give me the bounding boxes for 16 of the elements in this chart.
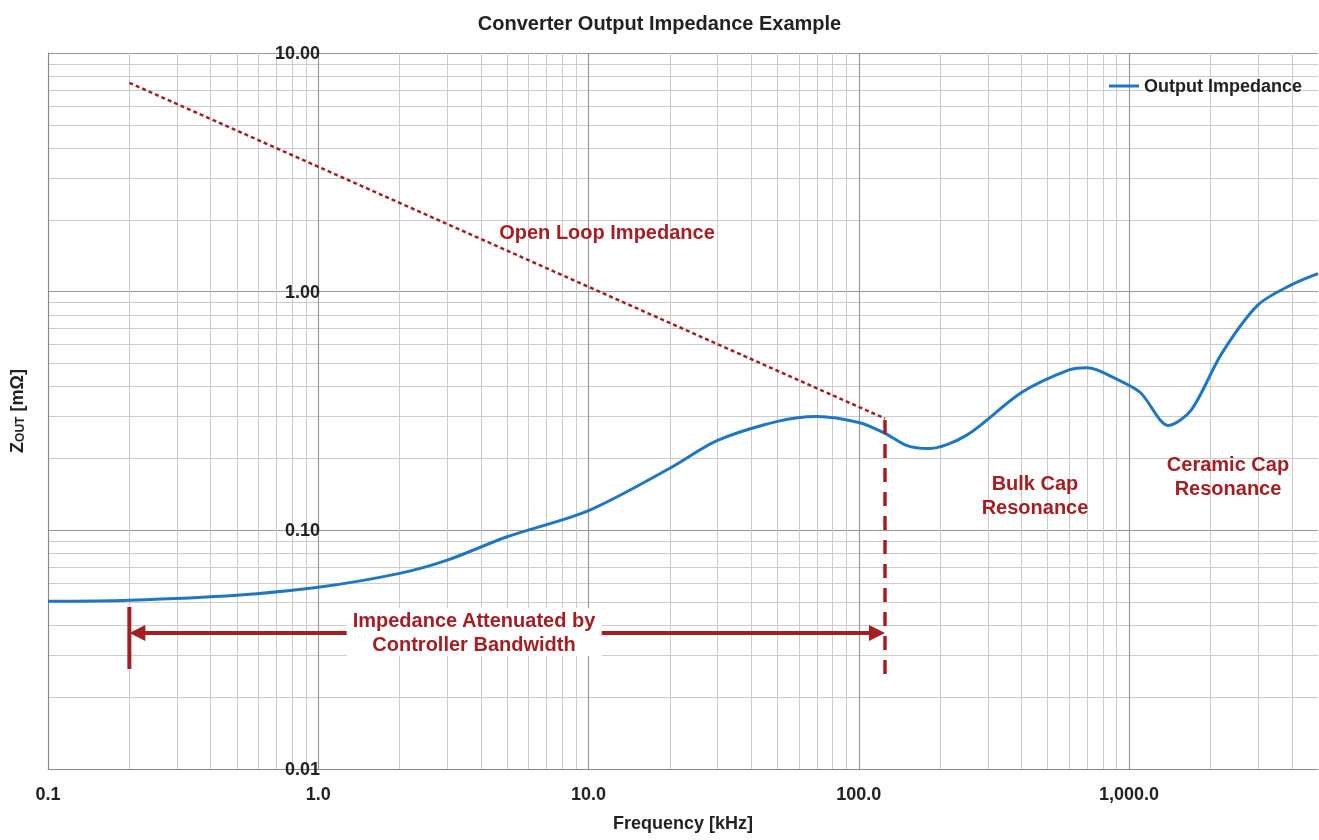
y-tick-label: 0.10 bbox=[284, 520, 320, 541]
x-tick-label: 10.0 bbox=[571, 784, 607, 804]
annotation: Impedance Attenuated by Controller Bandwidth bbox=[346, 608, 602, 656]
annotation: Open Loop Impedance bbox=[499, 220, 715, 244]
annotation: Ceramic Cap Resonance bbox=[1166, 452, 1290, 500]
y-tick-label: 10.00 bbox=[274, 43, 320, 63]
y-tick-label: 1.00 bbox=[284, 281, 320, 302]
x-tick-label: 100.0 bbox=[836, 784, 882, 804]
legend-label: Output Impedance bbox=[1143, 76, 1303, 96]
x-tick-label: 1.0 bbox=[305, 784, 331, 804]
x-tick-label: 0.1 bbox=[35, 784, 61, 804]
chart-title: Converter Output Impedance Example bbox=[477, 12, 842, 34]
y-tick-label: 0.01 bbox=[284, 759, 320, 779]
annotation: Bulk Cap Resonance bbox=[981, 471, 1089, 519]
x-axis-title: Frequency [kHz] bbox=[612, 813, 754, 833]
x-tick-label: 1,000.0 bbox=[1099, 784, 1160, 804]
